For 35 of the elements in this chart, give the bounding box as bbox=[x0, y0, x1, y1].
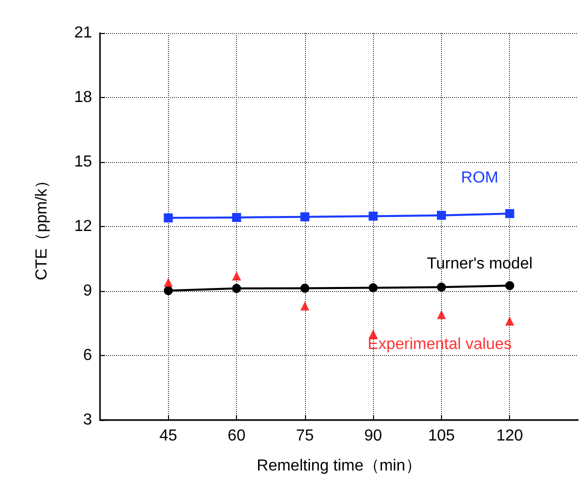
series-label: Turner's model bbox=[426, 256, 533, 273]
point bbox=[436, 210, 446, 220]
point bbox=[300, 212, 310, 222]
point bbox=[436, 282, 446, 292]
point bbox=[164, 213, 173, 222]
y-tick-label: 12 bbox=[74, 218, 92, 235]
y-tick-label: 6 bbox=[83, 347, 92, 364]
point bbox=[232, 284, 242, 293]
series-label: ROM bbox=[461, 170, 498, 187]
y-tick-label: 18 bbox=[74, 89, 92, 106]
point bbox=[300, 302, 310, 311]
x-tick-label: 75 bbox=[296, 428, 314, 444]
y-tick-label: 21 bbox=[74, 24, 92, 42]
x-tick-label: 60 bbox=[228, 428, 246, 444]
x-tick-label: 105 bbox=[428, 428, 455, 444]
point bbox=[164, 278, 173, 287]
series-label: Experimental values bbox=[368, 336, 512, 354]
point bbox=[368, 212, 378, 221]
point bbox=[164, 286, 173, 296]
x-tick-label: 45 bbox=[159, 428, 178, 444]
point bbox=[505, 316, 514, 326]
y-tick-label: 15 bbox=[74, 154, 92, 170]
y-axis-title: CTE（ppm/k） bbox=[34, 172, 50, 280]
point bbox=[505, 209, 514, 218]
point bbox=[232, 212, 242, 222]
point bbox=[232, 271, 242, 280]
x-axis-title: Remelting time（min） bbox=[256, 458, 422, 474]
y-tick-label: 9 bbox=[83, 282, 92, 300]
x-tick-label: 90 bbox=[364, 428, 382, 444]
point bbox=[300, 284, 310, 293]
point bbox=[368, 283, 378, 292]
x-tick-label: 120 bbox=[496, 428, 524, 444]
point bbox=[505, 281, 514, 290]
point bbox=[436, 310, 446, 320]
y-tick-label: 3 bbox=[83, 412, 92, 428]
